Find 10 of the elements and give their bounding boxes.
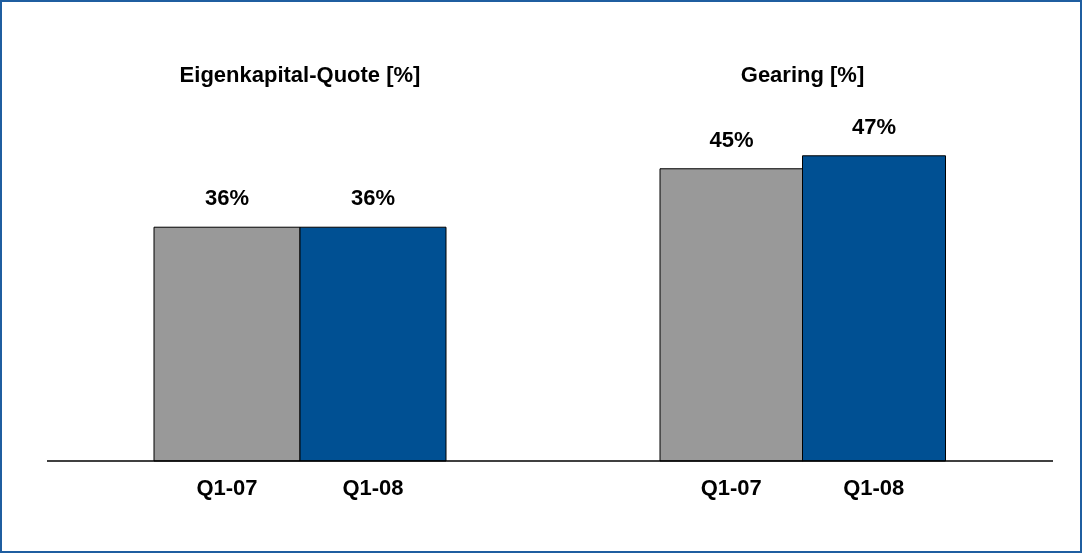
x-tick-label: Q1-08 xyxy=(843,474,905,500)
data-label: 47% xyxy=(851,113,897,139)
data-label: 36% xyxy=(204,185,250,211)
chart-title: Eigenkapital-Quote [%] xyxy=(179,62,421,87)
chart-title: Gearing [%] xyxy=(740,62,865,87)
x-tick-label: Q1-07 xyxy=(196,474,258,500)
data-label: 36% xyxy=(350,185,396,211)
data-label: 45% xyxy=(709,126,754,152)
x-tick-label: Q1-07 xyxy=(700,474,762,500)
x-tick-label: Q1-08 xyxy=(342,474,404,500)
